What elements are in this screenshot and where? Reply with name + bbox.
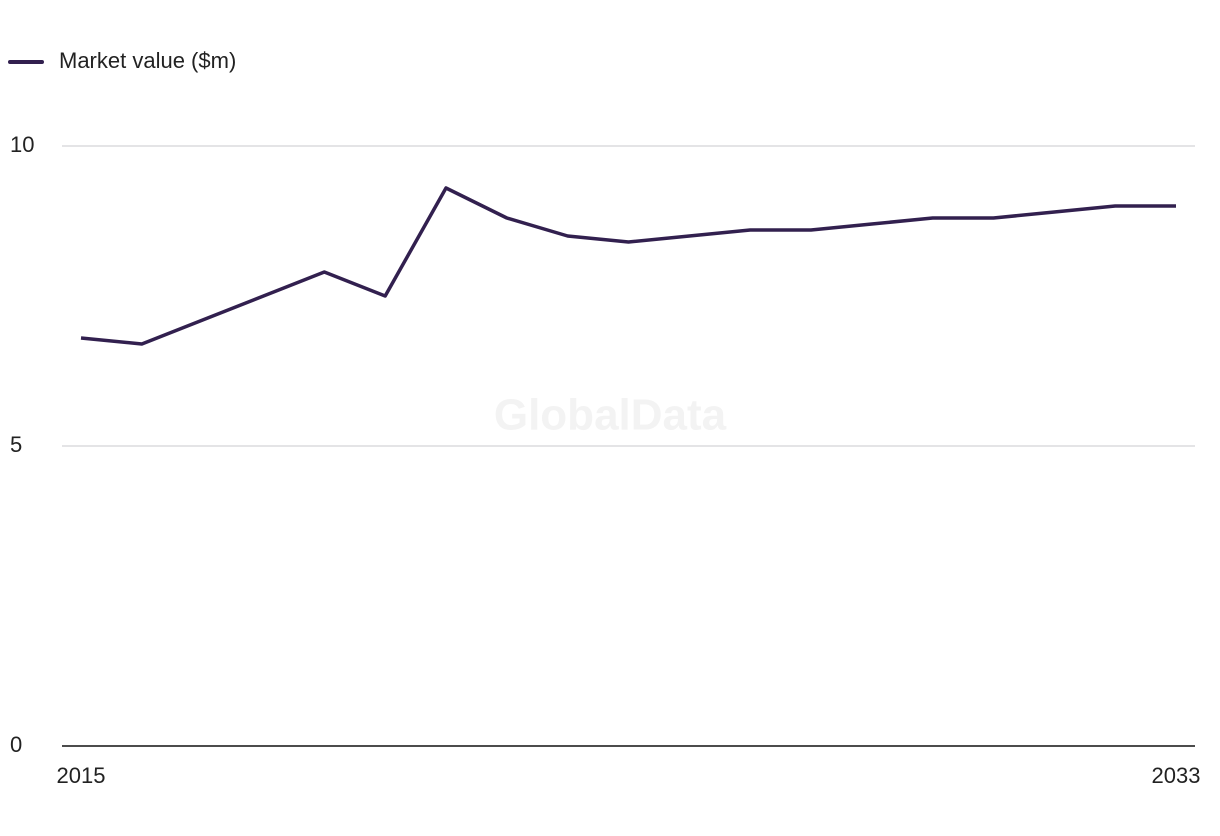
- x-tick-label: 2033: [1152, 763, 1201, 788]
- y-tick-label: 0: [10, 732, 22, 757]
- data-line: [80, 186, 1176, 346]
- y-tick-label: 5: [10, 432, 22, 457]
- legend-label: Market value ($m): [59, 48, 236, 73]
- watermark: GlobalData: [494, 391, 727, 440]
- y-tick-label: 10: [10, 132, 34, 157]
- x-tick-label: 2015: [57, 763, 106, 788]
